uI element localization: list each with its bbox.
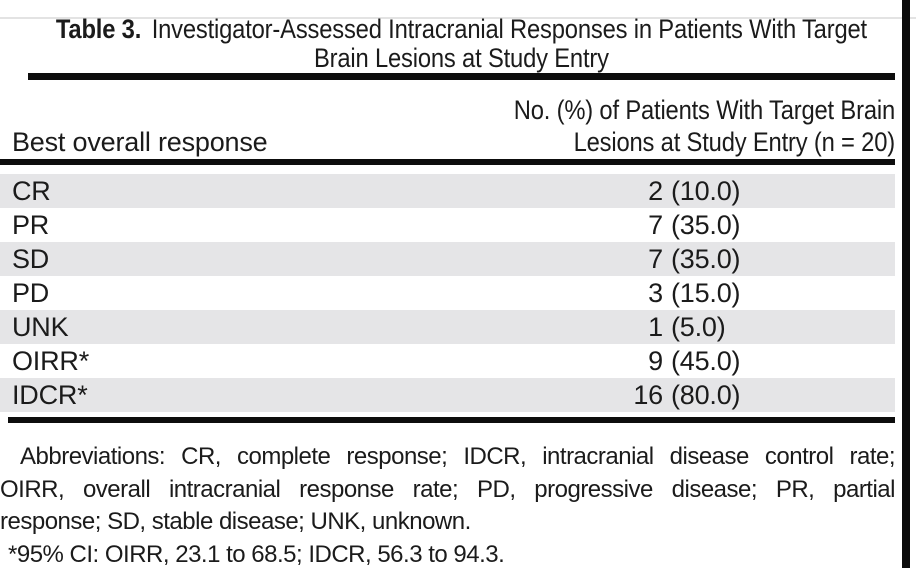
row-label: IDCR* xyxy=(0,380,88,410)
table-title: Table 3. Investigator-Assessed Intracrani… xyxy=(28,15,895,73)
table-row: OIRR* 9 (45.0) xyxy=(0,344,895,378)
column-header-response: Best overall response xyxy=(12,126,267,158)
column-header-value: No. (%) of Patients With Target Brain Le… xyxy=(367,94,895,158)
row-percent: (35.0) xyxy=(671,208,740,242)
table-title-text2: Brain Lesions at Study Entry xyxy=(28,44,895,73)
row-percent: (15.0) xyxy=(671,276,740,310)
table-row: IDCR* 16 (80.0) xyxy=(0,378,895,412)
table-title-text1: Investigator-Assessed Intracranial Respo… xyxy=(152,14,867,44)
row-label: PD xyxy=(0,278,49,308)
table-title-line1: Table 3. Investigator-Assessed Intracrani… xyxy=(28,15,895,44)
row-count: 9 xyxy=(540,344,663,378)
row-percent: (45.0) xyxy=(671,344,740,378)
column-header-value-line2: Lesions at Study Entry (n = 20) xyxy=(367,126,895,158)
row-percent: (35.0) xyxy=(671,242,740,276)
table-body: CR 2 (10.0) PR 7 (35.0) SD 7 (35.0) PD 3… xyxy=(0,174,895,412)
rule-below-header xyxy=(0,159,895,165)
row-percent: (10.0) xyxy=(671,174,740,208)
row-count: 1 xyxy=(540,310,663,344)
table-row: PD 3 (15.0) xyxy=(0,276,895,310)
row-label: PR xyxy=(0,210,49,240)
scan-border-right xyxy=(902,0,910,568)
table-footnotes: Abbreviations: CR, complete response; ID… xyxy=(0,441,895,571)
row-percent: (5.0) xyxy=(671,310,726,344)
column-header-value-line1: No. (%) of Patients With Target Brain xyxy=(367,94,895,126)
row-percent: (80.0) xyxy=(671,378,740,412)
row-count: 7 xyxy=(540,208,663,242)
row-label: UNK xyxy=(0,312,68,342)
footnote-abbreviations-line2: OIRR, overall intracranial response rate… xyxy=(0,474,895,507)
rule-below-title xyxy=(28,73,895,80)
footnote-abbreviations-line1: Abbreviations: CR, complete response; ID… xyxy=(0,441,895,474)
footnote-abbreviations-line3: response; SD, stable disease; UNK, unkno… xyxy=(0,506,895,539)
table-row: CR 2 (10.0) xyxy=(0,174,895,208)
row-label: OIRR* xyxy=(0,346,89,376)
rule-below-table xyxy=(8,417,895,423)
table-row: PR 7 (35.0) xyxy=(0,208,895,242)
row-label: CR xyxy=(0,176,51,206)
footnote-confidence-interval: *95% CI: OIRR, 23.1 to 68.5; IDCR, 56.3 … xyxy=(0,539,895,571)
row-count: 2 xyxy=(540,174,663,208)
row-count: 16 xyxy=(540,378,663,412)
row-count: 7 xyxy=(540,242,663,276)
table-row: SD 7 (35.0) xyxy=(0,242,895,276)
table-number: Table 3. xyxy=(56,14,141,44)
row-label: SD xyxy=(0,244,49,274)
table-row: UNK 1 (5.0) xyxy=(0,310,895,344)
row-count: 3 xyxy=(540,276,663,310)
